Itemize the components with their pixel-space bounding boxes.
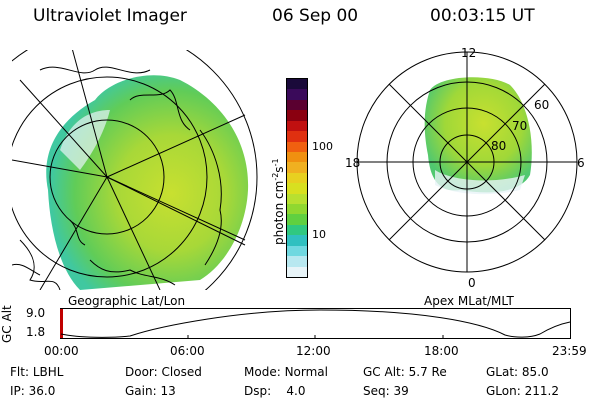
colorbar-segment	[287, 141, 307, 152]
colorbar-segment	[287, 120, 307, 132]
geographic-panel-label: Geographic Lat/Lon	[68, 294, 186, 308]
colorbar-segment	[287, 183, 307, 194]
colorbar-unit-label: photon cm-2s-1	[271, 158, 286, 245]
time-label: 00:03:15 UT	[430, 6, 535, 26]
time-tick-1200: 12:00	[296, 344, 331, 358]
info-gc-alt: GC Alt: 5.7 Re	[363, 365, 447, 379]
mlt-label-6: 6	[577, 156, 585, 170]
lat-label-60: 60	[534, 98, 550, 112]
info-mode: Mode: Normal	[244, 365, 328, 379]
colorbar-segment	[287, 214, 307, 225]
colorbar-segment	[287, 204, 307, 215]
geographic-image	[12, 50, 258, 290]
instrument-title: Ultraviolet Imager	[33, 6, 187, 26]
time-tick-0000: 00:00	[44, 344, 79, 358]
mlt-label-0: 0	[468, 276, 476, 290]
lat-label-70: 70	[512, 119, 528, 133]
colorbar-segment	[287, 110, 307, 121]
colorbar-segment	[287, 99, 307, 111]
colorbar-segment	[287, 266, 307, 278]
info-seq: Seq: 39	[363, 384, 409, 398]
altitude-axis-title: GC Alt	[0, 305, 14, 343]
colorbar	[286, 78, 308, 278]
info-flt: Flt: LBHL	[10, 365, 64, 379]
altitude-tick-9: 9.0	[26, 306, 46, 320]
colorbar-segment	[287, 235, 307, 246]
info-ip: IP: 36.0	[10, 384, 56, 398]
time-tick-0600: 06:00	[170, 344, 205, 358]
colorbar-segment	[287, 224, 307, 236]
colorbar-segment	[287, 162, 307, 173]
colorbar-segment	[287, 193, 307, 205]
colorbar-segment	[287, 79, 307, 90]
lat-label-80: 80	[491, 139, 507, 153]
colorbar-tick-100: 100	[312, 140, 333, 153]
mlt-label-18: 18	[345, 156, 361, 170]
colorbar-segment	[287, 245, 307, 257]
altitude-plot	[60, 308, 571, 339]
polar-plot	[356, 51, 578, 273]
colorbar-segment	[287, 256, 307, 267]
colorbar-segment	[287, 131, 307, 142]
info-glon: GLon: 211.2	[486, 384, 559, 398]
time-tick-2359: 23:59	[552, 344, 587, 358]
date-label: 06 Sep 00	[272, 6, 359, 26]
colorbar-segment	[287, 151, 307, 163]
info-door: Door: Closed	[125, 365, 202, 379]
apex-panel-label: Apex MLat/MLT	[424, 294, 514, 308]
colorbar-segment	[287, 89, 307, 100]
info-glat: GLat: 85.0	[486, 365, 549, 379]
colorbar-segment	[287, 172, 307, 184]
mlt-label-12: 12	[461, 46, 477, 60]
info-dsp: Dsp: 4.0	[244, 384, 306, 398]
time-tick-1800: 18:00	[424, 344, 459, 358]
colorbar-tick-10: 10	[312, 228, 326, 241]
info-gain: Gain: 13	[125, 384, 176, 398]
altitude-tick-1-8: 1.8	[26, 325, 46, 339]
